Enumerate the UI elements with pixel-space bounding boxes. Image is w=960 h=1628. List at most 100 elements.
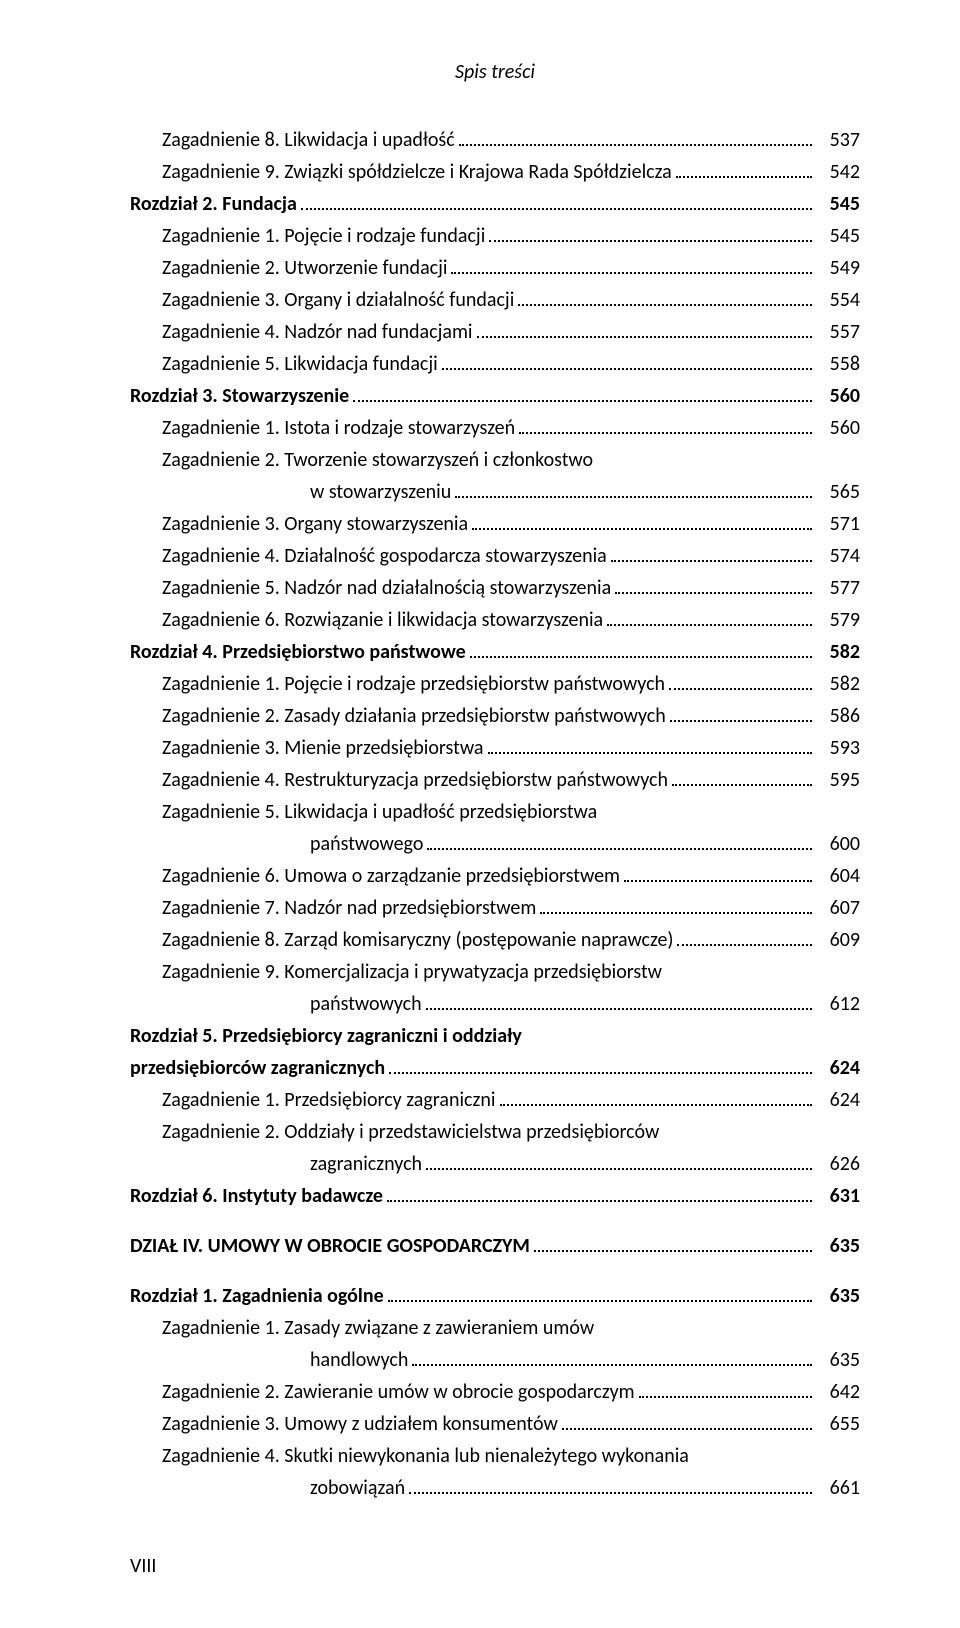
toc-entry-page: 642 (816, 1376, 860, 1408)
toc-entry-page: 545 (816, 220, 860, 252)
toc-entry-page: 571 (816, 508, 860, 540)
toc-entry-text: w stowarzyszeniu (310, 476, 451, 508)
toc-leader (459, 128, 812, 146)
toc-leader (615, 576, 812, 594)
toc-entry-text: Zagadnienie 2. Utworzenie fundacji (162, 252, 447, 284)
toc-entry-page: 595 (816, 764, 860, 796)
toc-leader (472, 512, 812, 530)
toc-entry: Zagadnienie 3. Mienie przedsiębiorstwa59… (130, 732, 860, 764)
toc-entry-text: zagranicznych (310, 1148, 422, 1180)
toc-entry-text: Rozdział 5. Przedsiębiorcy zagraniczni i… (130, 1020, 522, 1052)
toc-entry: Zagadnienie 2. Tworzenie stowarzyszeń i … (130, 444, 860, 476)
toc-entry: Zagadnienie 6. Umowa o zarządzanie przed… (130, 860, 860, 892)
toc-entry-text: Zagadnienie 1. Przedsiębiorcy zagraniczn… (162, 1084, 496, 1116)
toc-entry: Zagadnienie 1. Pojęcie i rodzaje fundacj… (130, 220, 860, 252)
toc-entry-continuation: państwowych612 (130, 988, 860, 1020)
page-folio: VIII (130, 1554, 860, 1578)
toc-leader (470, 640, 812, 658)
toc-entry-text: Zagadnienie 9. Komercjalizacja i prywaty… (162, 956, 662, 988)
toc-entry: Zagadnienie 7. Nadzór nad przedsiębiorst… (130, 892, 860, 924)
toc-entry-page: 593 (816, 732, 860, 764)
toc-entry-text: Rozdział 3. Stowarzyszenie (130, 380, 349, 412)
toc-entry-page: 557 (816, 316, 860, 348)
toc-entry-text: Zagadnienie 2. Oddziały i przedstawiciel… (162, 1116, 659, 1148)
toc-entry-text: Zagadnienie 3. Organy stowarzyszenia (162, 508, 468, 540)
toc-entry: Zagadnienie 5. Likwidacja i upadłość prz… (130, 796, 860, 828)
toc-entry-text: Rozdział 4. Przedsiębiorstwo państwowe (130, 636, 466, 668)
toc-entry: Zagadnienie 3. Organy stowarzyszenia 571 (130, 508, 860, 540)
toc-entry-text: Zagadnienie 1. Pojęcie i rodzaje fundacj… (162, 220, 485, 252)
toc-entry: Zagadnienie 3. Umowy z udziałem konsumen… (130, 1408, 860, 1440)
toc-entry-text: Zagadnienie 4. Restrukturyzacja przedsię… (162, 764, 668, 796)
toc-entry-page: 635 (816, 1344, 860, 1376)
toc-entry-text: Zagadnienie 4. Skutki niewykonania lub n… (162, 1440, 689, 1472)
toc-leader (426, 1152, 812, 1170)
toc-entry: Rozdział 2. Fundacja 545 (130, 188, 860, 220)
toc-entry: przedsiębiorców zagranicznych 624 (130, 1052, 860, 1084)
toc-entry: Rozdział 6. Instytuty badawcze631 (130, 1180, 860, 1212)
toc-entry: Zagadnienie 1. Pojęcie i rodzaje przedsi… (130, 668, 860, 700)
toc-entry-text: przedsiębiorców zagranicznych (130, 1052, 385, 1084)
toc-entry: Zagadnienie 3. Organy i działalność fund… (130, 284, 860, 316)
toc-entry-continuation: handlowych 635 (130, 1344, 860, 1376)
toc-leader (442, 352, 812, 370)
toc-entry: Zagadnienie 6. Rozwiązanie i likwidacja … (130, 604, 860, 636)
toc-entry-page: 579 (816, 604, 860, 636)
toc-entry: Zagadnienie 4. Skutki niewykonania lub n… (130, 1440, 860, 1472)
toc-leader (301, 192, 812, 210)
toc-leader (455, 480, 812, 498)
toc-entry-text: zobowiązań (310, 1472, 405, 1504)
toc-entry-page: 574 (816, 540, 860, 572)
toc-entry: Zagadnienie 1. Istota i rodzaje stowarzy… (130, 412, 860, 444)
toc-entry-page: 582 (816, 636, 860, 668)
toc-entry-page: 560 (816, 380, 860, 412)
toc-entry: Zagadnienie 2. Zawieranie umów w obrocie… (130, 1376, 860, 1408)
toc-leader (353, 384, 812, 402)
toc-entry-page: 565 (816, 476, 860, 508)
toc-leader (488, 736, 813, 754)
page-container: Spis treści Zagadnienie 8. Likwidacja i … (0, 0, 960, 1628)
toc-entry: Zagadnienie 5. Nadzór nad działalnością … (130, 572, 860, 604)
toc-entry-text: Zagadnienie 7. Nadzór nad przedsiębiorst… (162, 892, 536, 924)
toc-entry-page: 635 (816, 1230, 860, 1262)
toc-entry-continuation: zobowiązań 661 (130, 1472, 860, 1504)
toc-entry: Zagadnienie 4. Nadzór nad fundacjami 557 (130, 316, 860, 348)
toc-entry-page: 609 (816, 924, 860, 956)
toc-entry-text: handlowych (310, 1344, 408, 1376)
toc-leader (387, 1184, 812, 1202)
toc-entry-text: Rozdział 1. Zagadnienia ogólne (130, 1280, 384, 1312)
toc-entry-page: 604 (816, 860, 860, 892)
toc-leader (676, 160, 812, 178)
toc-entry-text: Zagadnienie 6. Umowa o zarządzanie przed… (162, 860, 620, 892)
toc-leader (624, 864, 812, 882)
toc-leader (672, 768, 812, 786)
toc-entry-continuation: w stowarzyszeniu 565 (130, 476, 860, 508)
toc-entry-page: 560 (816, 412, 860, 444)
toc-entry-text: Zagadnienie 3. Organy i działalność fund… (162, 284, 514, 316)
toc-entry-text: Zagadnienie 4. Działalność gospodarcza s… (162, 540, 607, 572)
toc-entry: Zagadnienie 8. Zarząd komisaryczny (post… (130, 924, 860, 956)
toc-entry-text: Zagadnienie 5. Nadzór nad działalnością … (162, 572, 611, 604)
toc-entry-page: 612 (816, 988, 860, 1020)
toc-entry-page: 586 (816, 700, 860, 732)
toc-entry-page: 537 (816, 124, 860, 156)
toc-entry: Rozdział 3. Stowarzyszenie 560 (130, 380, 860, 412)
table-of-contents: Zagadnienie 8. Likwidacja i upadłość537Z… (130, 124, 860, 1504)
toc-entry: Zagadnienie 1. Zasady związane z zawiera… (130, 1312, 860, 1344)
toc-entry: Zagadnienie 9. Związki spółdzielcze i Kr… (130, 156, 860, 188)
toc-entry-text: Zagadnienie 5. Likwidacja i upadłość prz… (162, 796, 597, 828)
toc-entry: Zagadnienie 2. Zasady działania przedsię… (130, 700, 860, 732)
toc-entry-page: 624 (816, 1052, 860, 1084)
toc-entry-page: 582 (816, 668, 860, 700)
toc-leader (427, 832, 812, 850)
toc-entry-page: 661 (816, 1472, 860, 1504)
toc-entry-page: 545 (816, 188, 860, 220)
toc-leader (611, 544, 812, 562)
toc-entry-text: Rozdział 2. Fundacja (130, 188, 297, 220)
toc-entry-text: Zagadnienie 6. Rozwiązanie i likwidacja … (162, 604, 603, 636)
toc-entry: Rozdział 1. Zagadnienia ogólne635 (130, 1280, 860, 1312)
toc-leader (489, 224, 812, 242)
toc-entry-text: Zagadnienie 4. Nadzór nad fundacjami (162, 316, 473, 348)
toc-entry-text: Zagadnienie 1. Zasady związane z zawiera… (162, 1312, 594, 1344)
toc-entry-text: Zagadnienie 1. Pojęcie i rodzaje przedsi… (162, 668, 665, 700)
